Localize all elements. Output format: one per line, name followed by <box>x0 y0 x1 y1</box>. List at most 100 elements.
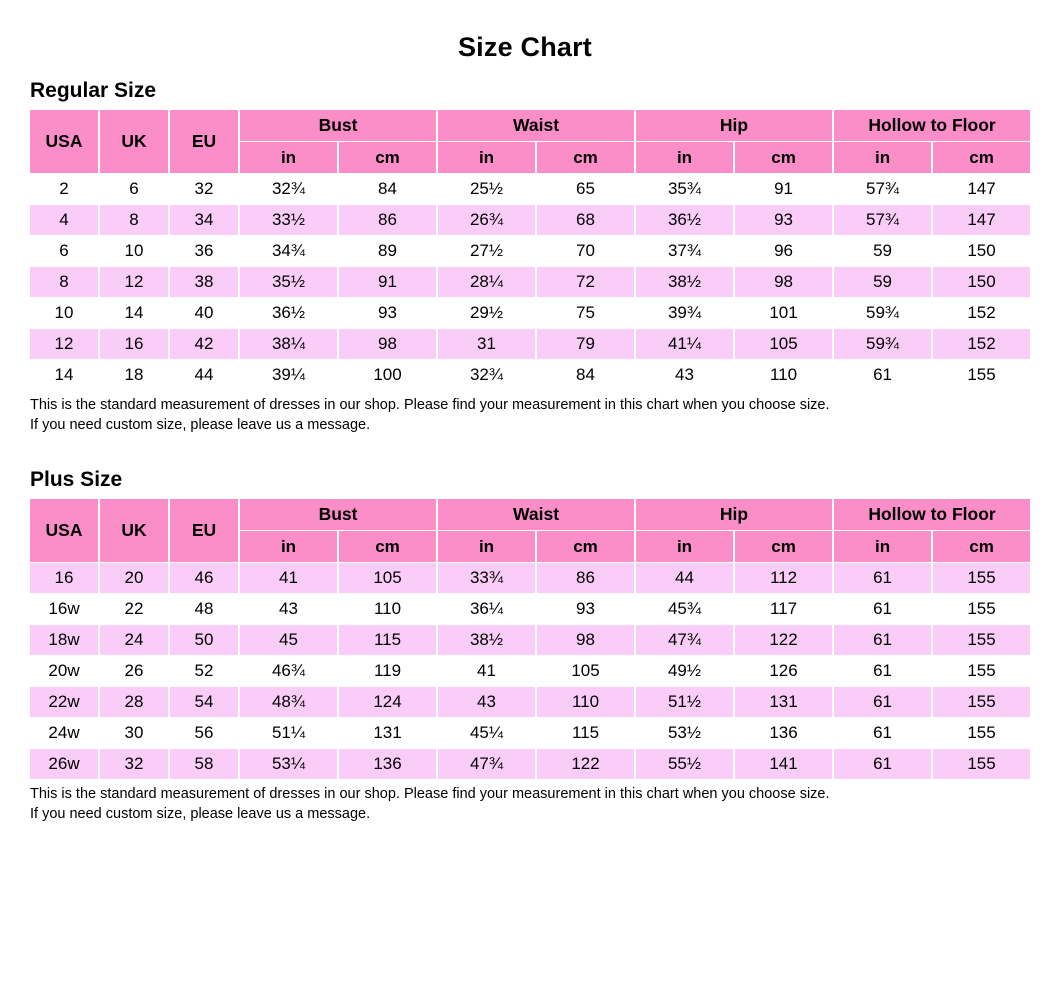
cell-hip-in: 53½ <box>636 718 734 748</box>
cell-hollow-to-floor-in: 57¾ <box>834 205 932 235</box>
cell-eu: 48 <box>170 594 238 624</box>
col-header-waist-in: in <box>438 531 536 562</box>
cell-usa: 20w <box>30 656 98 686</box>
col-header-bust-cm: cm <box>339 142 437 173</box>
col-header-bust-in: in <box>240 531 337 562</box>
cell-eu: 38 <box>170 267 238 297</box>
cell-hollow-to-floor-in: 61 <box>834 563 932 593</box>
cell-hip-cm: 96 <box>735 236 833 266</box>
cell-waist-cm: 75 <box>537 298 635 328</box>
col-header-bust: Bust <box>240 499 437 530</box>
table-row: 14 18 44 39¼ 100 32¾ 84 43 110 61 155 <box>30 360 1031 390</box>
col-header-uk: UK <box>100 110 168 173</box>
cell-bust-in: 46¾ <box>240 656 337 686</box>
cell-hip-in: 38½ <box>636 267 734 297</box>
cell-hollow-to-floor-in: 61 <box>834 360 932 390</box>
cell-hollow-to-floor-in: 59¾ <box>834 298 932 328</box>
cell-hip-cm: 141 <box>735 749 833 779</box>
cell-uk: 30 <box>100 718 168 748</box>
cell-usa: 24w <box>30 718 98 748</box>
cell-hip-in: 41¼ <box>636 329 734 359</box>
table-row: 8 12 38 35½ 91 28¼ 72 38½ 98 59 150 <box>30 267 1031 297</box>
cell-uk: 18 <box>100 360 168 390</box>
cell-hollow-to-floor-in: 61 <box>834 656 932 686</box>
cell-usa: 18w <box>30 625 98 655</box>
cell-bust-cm: 115 <box>339 625 437 655</box>
cell-usa: 8 <box>30 267 98 297</box>
cell-uk: 26 <box>100 656 168 686</box>
cell-waist-in: 45¼ <box>438 718 536 748</box>
cell-waist-cm: 72 <box>537 267 635 297</box>
cell-bust-in: 43 <box>240 594 337 624</box>
cell-waist-cm: 86 <box>537 563 635 593</box>
cell-hip-cm: 101 <box>735 298 833 328</box>
cell-waist-in: 29½ <box>438 298 536 328</box>
cell-hollow-to-floor-cm: 150 <box>933 267 1031 297</box>
cell-hip-in: 45¾ <box>636 594 734 624</box>
cell-hip-cm: 93 <box>735 205 833 235</box>
cell-bust-cm: 131 <box>339 718 437 748</box>
cell-eu: 46 <box>170 563 238 593</box>
plus-size-note: This is the standard measurement of dres… <box>28 780 1022 824</box>
cell-hollow-to-floor-in: 59 <box>834 267 932 297</box>
cell-waist-cm: 122 <box>537 749 635 779</box>
cell-eu: 36 <box>170 236 238 266</box>
col-header-usa: USA <box>30 499 98 562</box>
cell-bust-in: 35½ <box>240 267 337 297</box>
cell-bust-cm: 105 <box>339 563 437 593</box>
table-row: 24w 30 56 51¼ 131 45¼ 115 53½ 136 61 155 <box>30 718 1031 748</box>
cell-uk: 20 <box>100 563 168 593</box>
cell-usa: 10 <box>30 298 98 328</box>
cell-waist-cm: 84 <box>537 360 635 390</box>
col-header-hip-cm: cm <box>735 531 833 562</box>
cell-bust-cm: 119 <box>339 656 437 686</box>
table-row: 26w 32 58 53¼ 136 47¾ 122 55½ 141 61 155 <box>30 749 1031 779</box>
cell-waist-in: 38½ <box>438 625 536 655</box>
cell-bust-in: 51¼ <box>240 718 337 748</box>
col-header-hollow-to-floor: Hollow to Floor <box>834 499 1031 530</box>
cell-bust-in: 34¾ <box>240 236 337 266</box>
cell-waist-cm: 65 <box>537 174 635 204</box>
cell-hollow-to-floor-cm: 147 <box>933 205 1031 235</box>
col-header-waist-cm: cm <box>537 531 635 562</box>
header-row-units: in cm in cm in cm in cm <box>30 142 1031 173</box>
cell-bust-cm: 124 <box>339 687 437 717</box>
cell-hollow-to-floor-cm: 155 <box>933 718 1031 748</box>
cell-bust-cm: 91 <box>339 267 437 297</box>
cell-hip-in: 37¾ <box>636 236 734 266</box>
col-header-uk: UK <box>100 499 168 562</box>
cell-hollow-to-floor-cm: 155 <box>933 749 1031 779</box>
cell-bust-in: 32¾ <box>240 174 337 204</box>
cell-hip-in: 35¾ <box>636 174 734 204</box>
cell-usa: 6 <box>30 236 98 266</box>
table-row: 16w 22 48 43 110 36¼ 93 45¾ 117 61 155 <box>30 594 1031 624</box>
col-header-bust: Bust <box>240 110 437 141</box>
cell-eu: 54 <box>170 687 238 717</box>
cell-waist-in: 43 <box>438 687 536 717</box>
cell-waist-cm: 79 <box>537 329 635 359</box>
col-header-eu: EU <box>170 499 238 562</box>
cell-eu: 34 <box>170 205 238 235</box>
header-row-units: in cm in cm in cm in cm <box>30 531 1031 562</box>
col-header-waist-cm: cm <box>537 142 635 173</box>
cell-hip-cm: 126 <box>735 656 833 686</box>
col-header-htf-cm: cm <box>933 142 1031 173</box>
cell-hip-cm: 105 <box>735 329 833 359</box>
cell-hip-cm: 131 <box>735 687 833 717</box>
cell-hollow-to-floor-in: 59¾ <box>834 329 932 359</box>
col-header-htf-cm: cm <box>933 531 1031 562</box>
cell-bust-cm: 93 <box>339 298 437 328</box>
cell-bust-cm: 84 <box>339 174 437 204</box>
cell-hip-cm: 91 <box>735 174 833 204</box>
cell-hollow-to-floor-cm: 150 <box>933 236 1031 266</box>
col-header-bust-in: in <box>240 142 337 173</box>
table-row: 20w 26 52 46¾ 119 41 105 49½ 126 61 155 <box>30 656 1031 686</box>
header-row-group: USA UK EU Bust Waist Hip Hollow to Floor <box>30 110 1031 173</box>
cell-usa: 22w <box>30 687 98 717</box>
cell-uk: 10 <box>100 236 168 266</box>
table-row: 22w 28 54 48¾ 124 43 110 51½ 131 61 155 <box>30 687 1031 717</box>
cell-eu: 58 <box>170 749 238 779</box>
col-header-hip-cm: cm <box>735 142 833 173</box>
col-header-hollow-to-floor: Hollow to Floor <box>834 110 1031 141</box>
cell-uk: 16 <box>100 329 168 359</box>
